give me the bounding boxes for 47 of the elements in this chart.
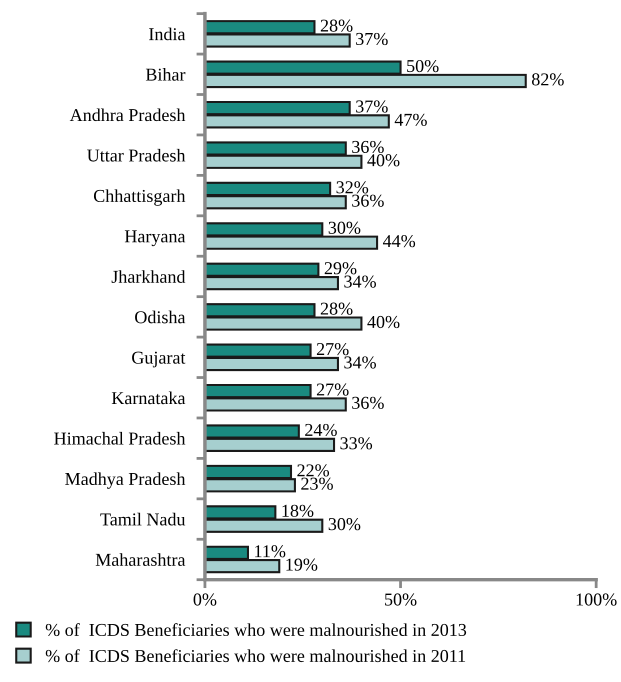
- data-label: 40%: [367, 154, 400, 166]
- y-tick-label: Uttar Pradesh: [87, 148, 186, 162]
- y-tick-label: Odisha: [135, 310, 186, 324]
- data-label: 24%: [305, 424, 337, 436]
- data-label: 36%: [352, 140, 384, 154]
- y-tick-label: Haryana: [124, 230, 186, 246]
- data-label: 18%: [282, 504, 314, 517]
- data-label: 50%: [407, 60, 439, 72]
- data-label: 27%: [316, 383, 349, 396]
- data-label: 40%: [367, 316, 400, 328]
- data-label: 82%: [532, 73, 564, 86]
- data-label: 11%: [255, 545, 286, 558]
- data-label: 44%: [382, 235, 416, 248]
- y-tick-label: Andhra Pradesh: [70, 108, 186, 122]
- y-tick-label: Himachal Pradesh: [54, 432, 186, 445]
- x-tick-label: 100%: [576, 593, 617, 606]
- y-tick-label: Jharkhand: [112, 270, 186, 283]
- y-tick-label: Bihar: [146, 68, 186, 81]
- y-tick-label: India: [149, 28, 186, 40]
- legend-label: % of ICDS Beneficiaries who were malnourished in 2011: [46, 649, 466, 662]
- y-tick-label: Chhattisgarh: [94, 189, 186, 206]
- y-tick-label: Gujarat: [132, 352, 186, 368]
- data-label: 22%: [297, 464, 330, 477]
- y-tick-label: Maharashtra: [96, 553, 186, 566]
- data-label: 30%: [328, 518, 360, 530]
- data-label: 23%: [301, 478, 333, 490]
- data-label: 36%: [352, 396, 384, 409]
- x-tick-label: 50%: [385, 593, 416, 606]
- y-tick-label: Karnataka: [112, 391, 186, 404]
- legend-label: % of ICDS Beneficiaries who were malnourished in 2013: [46, 623, 466, 636]
- y-tick-label: Tamil Nadu: [100, 512, 186, 526]
- data-label: 37%: [356, 32, 388, 46]
- data-label: 32%: [336, 181, 368, 194]
- data-label: 37%: [356, 100, 388, 113]
- x-tick-label: 0%: [194, 593, 216, 606]
- data-label: 28%: [320, 302, 353, 315]
- data-label: 47%: [394, 114, 427, 126]
- y-tick-label: Madhya Pradesh: [65, 472, 186, 489]
- data-label: 29%: [324, 262, 356, 274]
- data-label: 36%: [352, 194, 384, 207]
- data-label: 33%: [340, 437, 372, 450]
- data-label: 30%: [328, 222, 360, 234]
- data-label: 19%: [286, 558, 318, 571]
- data-label: 28%: [320, 20, 353, 32]
- data-label: 27%: [316, 342, 349, 356]
- data-label: 34%: [344, 275, 376, 288]
- data-label: 34%: [344, 356, 376, 369]
